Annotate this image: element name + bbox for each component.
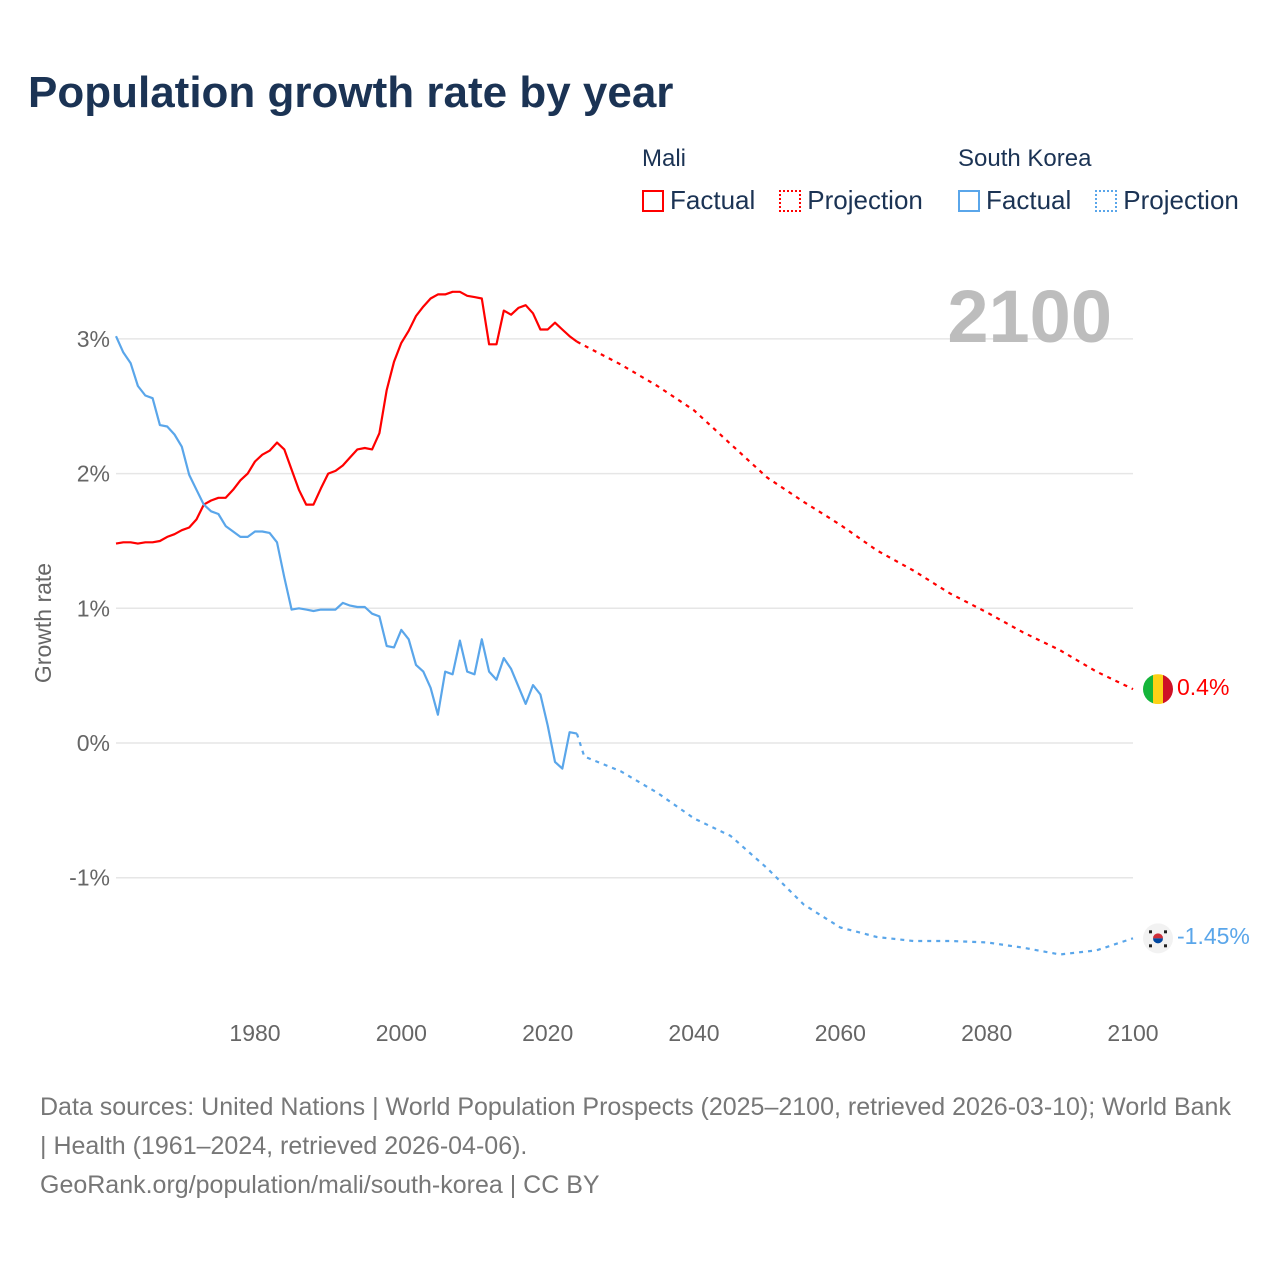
legend-item-korea-factual[interactable]: Factual — [958, 185, 1071, 216]
legend-group-label: Mali — [642, 145, 687, 172]
source-url[interactable]: GeoRank.org/population/mali/south-korea … — [40, 1171, 600, 1199]
mali-flag-icon — [1143, 674, 1173, 705]
data-source: Data sources: United Nations | World Pop… — [40, 1088, 1240, 1205]
source-line: Data sources: United Nations | World Pop… — [40, 1093, 1231, 1160]
legend-item-mali-projection[interactable]: Projection — [779, 185, 923, 216]
x-tick-label: 2060 — [815, 1020, 866, 1046]
legend-swatch — [779, 189, 802, 212]
trigram — [1149, 944, 1152, 948]
y-tick-label: 0% — [77, 730, 110, 756]
legend-item-korea-projection[interactable]: Projection — [1095, 185, 1239, 216]
legend-label: Projection — [1123, 185, 1239, 215]
legend-label: Factual — [986, 185, 1072, 215]
y-axis-label: Growth rate — [30, 563, 56, 683]
legend-group-mali: Mali Factual Projection — [642, 145, 941, 216]
trigram — [1164, 944, 1167, 948]
trigram — [1164, 930, 1167, 934]
legend-swatch — [1095, 189, 1118, 212]
x-tick-label: 2000 — [376, 1020, 427, 1046]
legend-label: Factual — [670, 185, 756, 215]
x-tick-label: 1980 — [229, 1020, 280, 1046]
x-tick-label: 2040 — [668, 1020, 719, 1046]
flag-stripe — [1153, 674, 1164, 705]
mali-factual-line — [115, 290, 578, 545]
y-tick-label: -1% — [69, 865, 110, 891]
chart-title: Population growth rate by year — [28, 68, 674, 117]
flag-stripe — [1143, 674, 1154, 705]
y-tick-label: 2% — [77, 461, 110, 487]
legend-group-south-korea: South Korea Factual Projection — [958, 145, 1257, 216]
legend-swatch — [642, 189, 664, 212]
year-label: 2100 — [947, 275, 1112, 358]
y-tick-label: 3% — [77, 326, 110, 352]
x-tick-label: 2020 — [522, 1020, 573, 1046]
x-tick-label: 2080 — [961, 1020, 1012, 1046]
flag-stripe — [1163, 674, 1173, 705]
legend-swatch — [958, 189, 980, 212]
y-tick-label: 1% — [77, 595, 110, 621]
legend-label: Projection — [807, 185, 923, 215]
legend-group-label: South Korea — [958, 145, 1092, 172]
mali-projection-line — [576, 340, 1134, 691]
end-label-mali: 0.4% — [1177, 674, 1229, 700]
south-korea-flag-icon — [1143, 923, 1173, 954]
end-label-south-korea: -1.45% — [1177, 923, 1250, 949]
taegeuk-red — [1153, 933, 1163, 939]
taegeuk-blue — [1153, 938, 1163, 944]
legend-item-mali-factual[interactable]: Factual — [642, 185, 755, 216]
x-tick-label: 2100 — [1107, 1020, 1158, 1046]
south-korea-projection-line — [575, 733, 1134, 956]
trigram — [1149, 930, 1152, 934]
south-korea-factual-line — [114, 335, 578, 770]
